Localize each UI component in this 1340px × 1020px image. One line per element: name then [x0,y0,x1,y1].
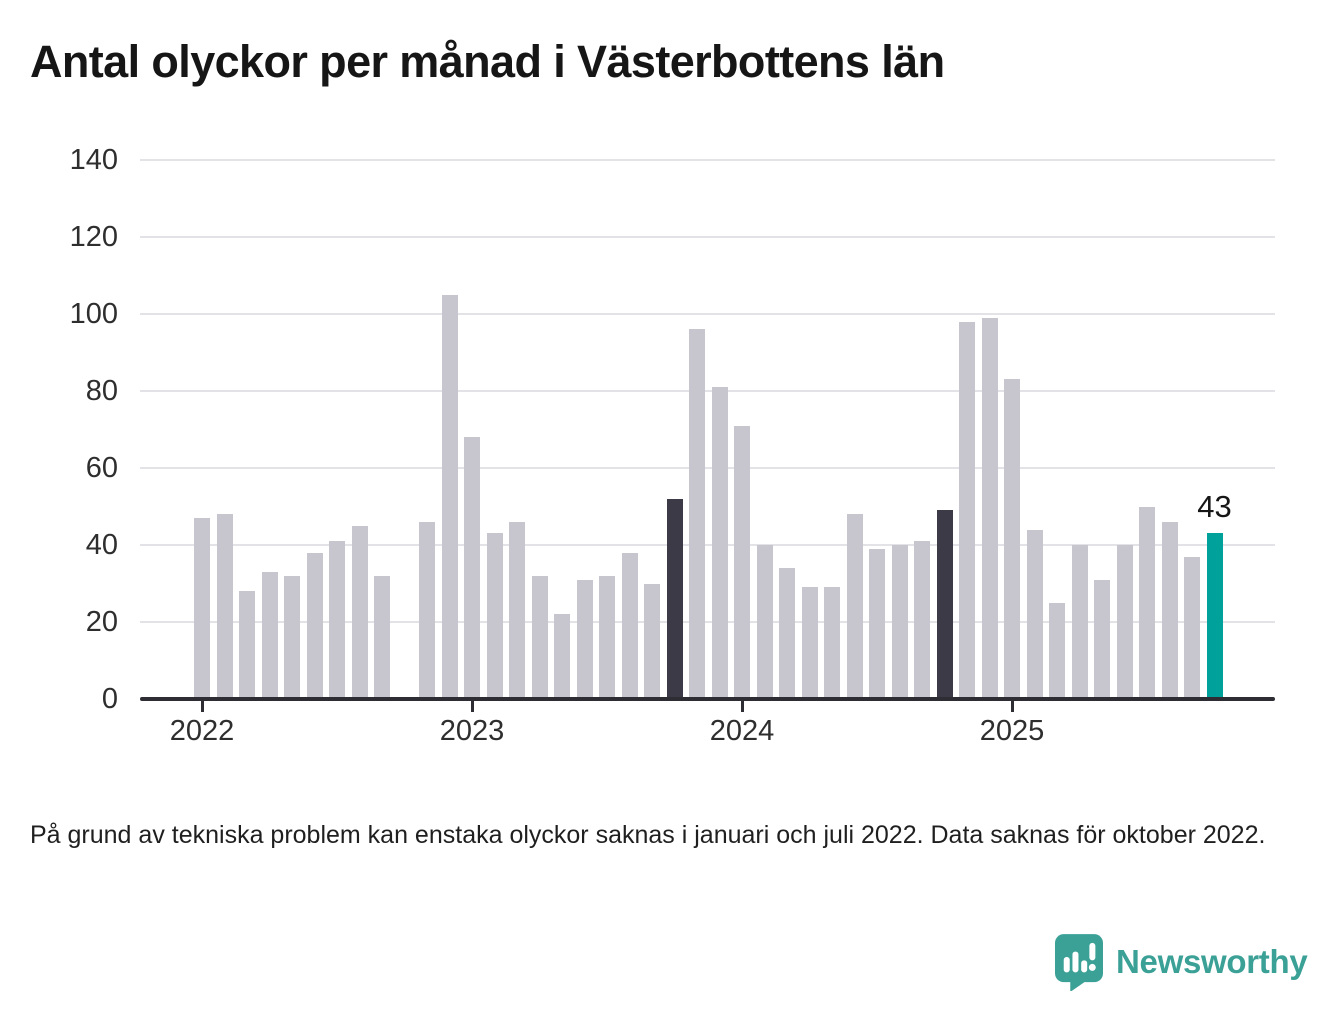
y-axis-label-120: 120 [69,221,118,253]
newsworthy-logo-icon [1055,933,1103,991]
brand-logo: Newsworthy [1055,932,1308,992]
bar-2023-07 [599,575,615,699]
bar-2025-05 [1094,579,1110,699]
bar-2023-01 [464,437,480,699]
bar-2023-10 [666,498,683,699]
bar-2025-07 [1139,506,1155,699]
footnote: På grund av tekniska problem kan enstaka… [30,821,1266,849]
gridline-140 [140,159,1275,161]
bar-2025-08 [1161,521,1178,699]
y-axis-label-0: 0 [101,683,118,715]
bar-2025-01 [1004,379,1020,699]
bar-2022-04 [261,571,278,699]
bar-2022-06 [306,552,323,699]
y-axis-label-40: 40 [85,529,118,561]
y-axis-label-100: 100 [69,298,118,330]
bar-2025-06 [1116,545,1133,699]
x-axis-tick-2025 [1010,701,1014,712]
bar-2022-07 [329,541,345,699]
bar-2022-12 [441,294,458,699]
x-axis-label-2025: 2025 [979,715,1045,747]
x-axis-tick-2023 [470,701,474,712]
bar-2025-03 [1049,602,1065,699]
gridline-20 [140,621,1275,623]
bar-2024-03 [779,568,795,699]
gridline-120 [140,236,1275,238]
current-value-label: 43 [1197,489,1232,525]
bar-2024-05 [824,587,840,699]
bar-2024-10 [936,510,953,699]
y-axis-label-140: 140 [69,144,118,176]
brand-name: Newsworthy [1116,943,1308,980]
y-axis-label-20: 20 [85,606,118,638]
bar-2022-05 [284,575,300,699]
bar-2024-12 [981,317,998,699]
bar-2023-12 [711,387,728,699]
bar-2023-09 [644,583,660,699]
bar-2023-04 [531,575,548,699]
gridline-40 [140,544,1275,546]
bar-2022-02 [216,514,233,699]
x-axis-label-2024: 2024 [709,715,775,747]
bar-2022-01 [194,518,210,699]
x-axis-tick-2022 [200,701,204,712]
bar-2025-02 [1026,529,1043,699]
bar-2022-08 [351,525,368,699]
x-axis-label-2023: 2023 [439,715,505,747]
y-axis-label-80: 80 [85,375,118,407]
bar-2024-06 [846,514,863,699]
bar-2024-09 [914,541,930,699]
bar-2022-11 [419,521,435,699]
bar-2025-10 [1206,533,1223,699]
chart-title: Antal olyckor per månad i Västerbottens … [30,36,945,87]
bar-2022-09 [374,575,390,699]
gridline-60 [140,467,1275,469]
bar-2025-04 [1071,545,1088,699]
bar-2023-05 [554,614,570,699]
bar-2024-04 [801,587,818,699]
bar-2024-02 [756,545,773,699]
bar-2023-08 [621,552,638,699]
x-axis-label-2022: 2022 [169,715,235,747]
bar-2024-07 [869,548,885,699]
bar-2023-06 [576,579,593,699]
bar-2022-03 [239,591,255,699]
bar-2024-11 [959,321,975,699]
bar-2023-11 [689,329,705,699]
gridline-80 [140,390,1275,392]
y-axis-label-60: 60 [85,452,118,484]
gridline-100 [140,313,1275,315]
bar-2025-09 [1184,556,1200,699]
x-axis-line [140,697,1275,701]
bar-2024-08 [891,545,908,699]
bar-2023-03 [509,521,525,699]
x-axis-tick-2024 [740,701,744,712]
bar-2024-01 [734,425,750,699]
bar-2023-02 [486,533,503,699]
